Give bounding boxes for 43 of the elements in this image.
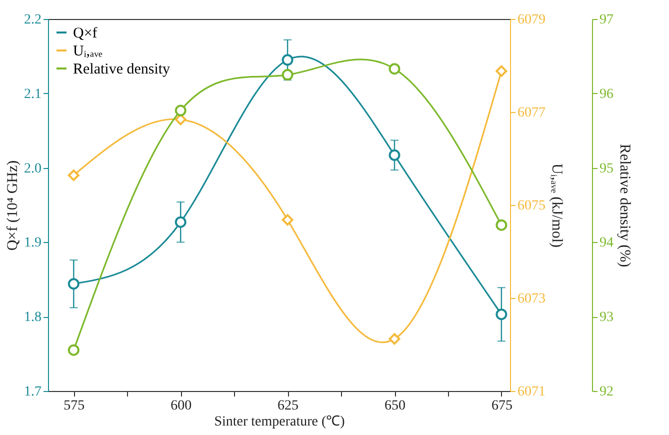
point [282,214,294,226]
y3-tick-label: 97 [600,12,614,28]
legend-label: Uᵢ,ₐᵥₑ [73,44,103,60]
point [388,63,400,75]
y-tick-label: 2.0 [24,161,42,176]
point [282,54,294,66]
y-tick-label: 2.1 [24,86,42,102]
point [388,149,400,161]
y3-tick-label: 95 [600,161,614,176]
y3-tick-label: 96 [600,86,614,102]
point [68,278,80,290]
point [388,333,400,345]
y-tick-label: 1.7 [24,384,42,400]
x-tick-label: 650 [384,398,406,414]
point [174,104,186,116]
y-tick-label: 2.2 [24,12,42,28]
y3-tick-label: 94 [600,236,614,251]
point [496,219,508,231]
legend-label: Relative density [73,62,171,78]
y-tick-label: 1.8 [24,310,42,326]
y-axis-title: Q×f (10⁴ GHz) [5,160,21,251]
point [174,216,186,228]
x-tick-label: 675 [491,398,512,414]
x-tick-label: 625 [278,398,299,414]
y2-tick-label: 6077 [518,106,546,120]
point [496,308,508,320]
y3-tick-label: 93 [600,310,614,326]
legend-label: Q×f [73,26,98,42]
y2-tick-label: 6075 [518,198,546,214]
point [68,344,80,356]
point [282,69,294,81]
point [68,169,80,181]
x-tick-label: 575 [64,398,85,414]
y2-tick-label: 6073 [518,292,546,306]
y2-tick-label: 6071 [518,384,546,400]
y3-tick-label: 92 [600,384,614,400]
y2-axis-title: Uᵢ,ₐᵥₑ (kJ/mol) [548,164,564,248]
y2-tick-label: 6079 [518,12,546,28]
y3-axis-title: Relative density (%) [616,144,632,268]
point [496,65,508,77]
x-axis-title: Sinter temperature (℃) [214,414,346,430]
y-tick-label: 1.9 [24,236,42,251]
x-tick-label: 600 [170,398,192,414]
